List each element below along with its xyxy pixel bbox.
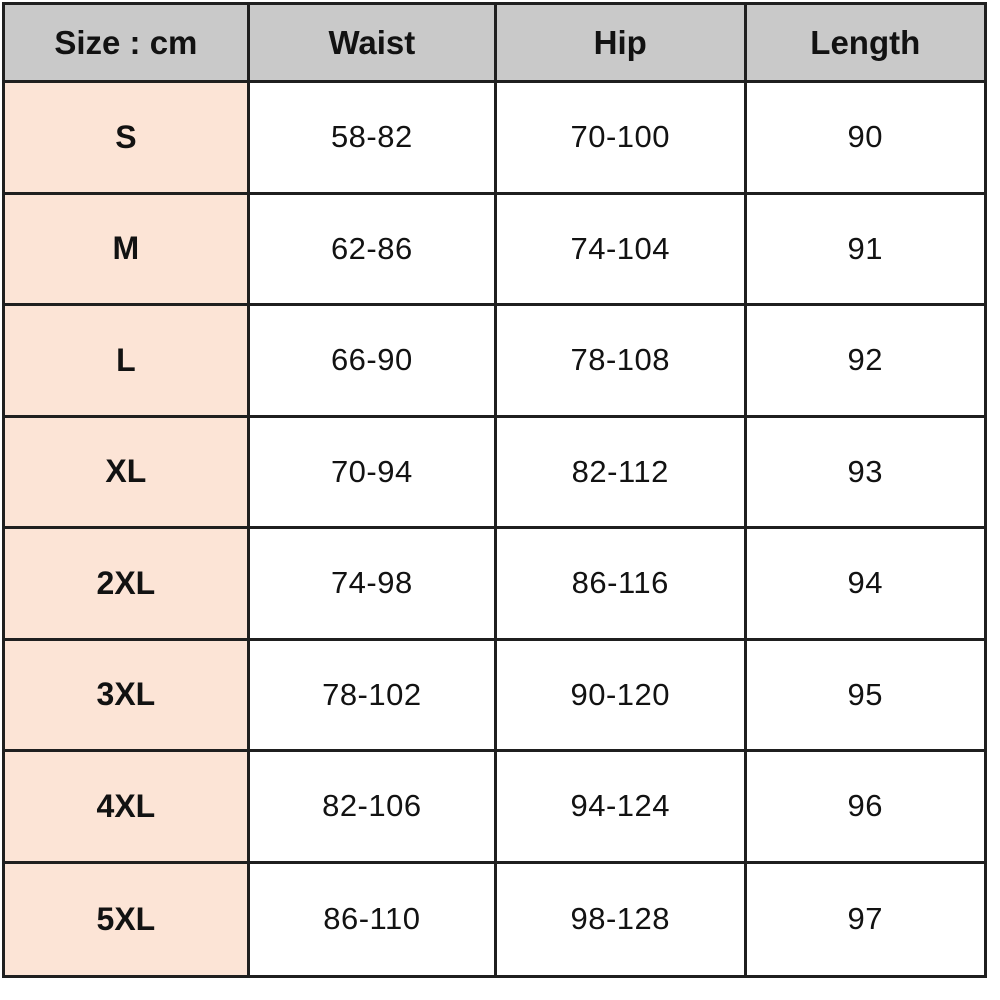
header-cell-size: Size : cm bbox=[5, 5, 250, 83]
length-value-cell: 90 bbox=[746, 83, 984, 195]
size-label-cell: L bbox=[5, 306, 250, 418]
waist-value-cell: 62-86 bbox=[249, 194, 497, 306]
length-value-cell: 94 bbox=[746, 529, 984, 641]
hip-value-cell: 70-100 bbox=[496, 83, 747, 195]
size-label-cell: 5XL bbox=[5, 863, 250, 975]
header-cell-waist: Waist bbox=[249, 5, 497, 83]
hip-value-cell: 98-128 bbox=[496, 863, 747, 975]
length-value-cell: 97 bbox=[746, 863, 984, 975]
size-label-cell: 2XL bbox=[5, 529, 250, 641]
header-cell-length: Length bbox=[746, 5, 984, 83]
length-value-cell: 95 bbox=[746, 640, 984, 752]
hip-value-cell: 82-112 bbox=[496, 417, 747, 529]
header-cell-hip: Hip bbox=[496, 5, 747, 83]
size-label-cell: XL bbox=[5, 417, 250, 529]
waist-value-cell: 82-106 bbox=[249, 752, 497, 864]
size-label-cell: 4XL bbox=[5, 752, 250, 864]
waist-value-cell: 70-94 bbox=[249, 417, 497, 529]
hip-value-cell: 74-104 bbox=[496, 194, 747, 306]
length-value-cell: 96 bbox=[746, 752, 984, 864]
size-label-cell: M bbox=[5, 194, 250, 306]
hip-value-cell: 86-116 bbox=[496, 529, 747, 641]
waist-value-cell: 78-102 bbox=[249, 640, 497, 752]
size-label-cell: S bbox=[5, 83, 250, 195]
length-value-cell: 92 bbox=[746, 306, 984, 418]
waist-value-cell: 66-90 bbox=[249, 306, 497, 418]
size-chart-table: Size : cm Waist Hip Length S 58-82 70-10… bbox=[2, 2, 987, 978]
hip-value-cell: 78-108 bbox=[496, 306, 747, 418]
waist-value-cell: 58-82 bbox=[249, 83, 497, 195]
hip-value-cell: 94-124 bbox=[496, 752, 747, 864]
waist-value-cell: 74-98 bbox=[249, 529, 497, 641]
hip-value-cell: 90-120 bbox=[496, 640, 747, 752]
length-value-cell: 93 bbox=[746, 417, 984, 529]
size-label-cell: 3XL bbox=[5, 640, 250, 752]
waist-value-cell: 86-110 bbox=[249, 863, 497, 975]
length-value-cell: 91 bbox=[746, 194, 984, 306]
